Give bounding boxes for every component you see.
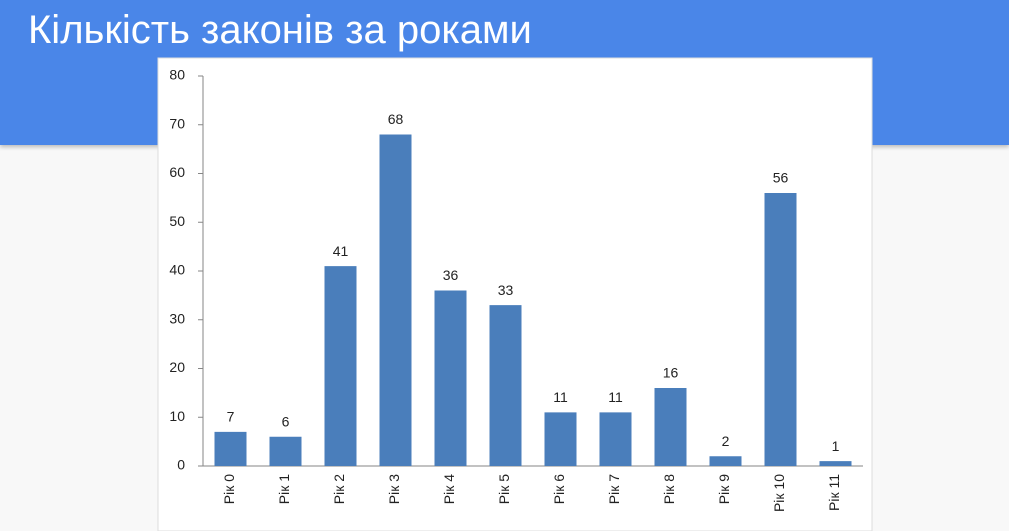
- bar: [544, 412, 577, 466]
- value-label: 56: [773, 170, 789, 186]
- bar: [599, 412, 632, 466]
- bar: [434, 290, 467, 466]
- y-tick-label: 10: [169, 408, 185, 424]
- x-tick-label: Рік 2: [331, 474, 347, 504]
- value-label: 68: [388, 111, 404, 127]
- y-tick-label: 20: [169, 359, 185, 375]
- bar: [214, 431, 247, 466]
- x-tick-label: Рік 5: [496, 474, 512, 504]
- value-label: 33: [498, 282, 514, 298]
- bar: [379, 134, 412, 466]
- value-label: 11: [608, 389, 623, 405]
- x-tick-label: Рік 1: [276, 474, 292, 504]
- bar: [324, 266, 357, 466]
- value-label: 11: [553, 389, 568, 405]
- y-tick-label: 40: [169, 262, 185, 278]
- bar: [654, 388, 687, 466]
- value-label: 1: [832, 438, 840, 454]
- slide-title: Кількість законів за роками: [28, 8, 532, 52]
- x-tick-label: Рік 7: [606, 474, 622, 504]
- y-tick-label: 60: [169, 164, 185, 180]
- value-label: 7: [227, 409, 235, 425]
- value-label: 2: [722, 433, 730, 449]
- y-tick-label: 30: [169, 310, 185, 326]
- bar: [764, 193, 797, 466]
- y-tick-label: 0: [177, 457, 185, 473]
- y-tick-label: 50: [169, 213, 185, 229]
- x-tick-label: Рік 0: [221, 474, 237, 504]
- x-tick-label: Рік 10: [771, 474, 787, 512]
- value-label: 6: [282, 413, 290, 429]
- x-tick-label: Рік 6: [551, 474, 567, 504]
- value-label: 16: [663, 365, 679, 381]
- value-label: 36: [443, 267, 459, 283]
- y-tick-label: 80: [169, 67, 185, 83]
- y-tick-label: 70: [169, 115, 185, 131]
- bar: [819, 461, 852, 466]
- x-tick-label: Рік 4: [441, 474, 457, 504]
- x-tick-label: Рік 3: [386, 474, 402, 504]
- x-tick-label: Рік 11: [826, 474, 842, 511]
- bar: [269, 436, 302, 466]
- x-tick-label: Рік 9: [716, 474, 732, 504]
- value-label: 41: [333, 243, 349, 259]
- bar: [709, 456, 742, 466]
- bar: [489, 305, 522, 466]
- x-tick-label: Рік 8: [661, 474, 677, 504]
